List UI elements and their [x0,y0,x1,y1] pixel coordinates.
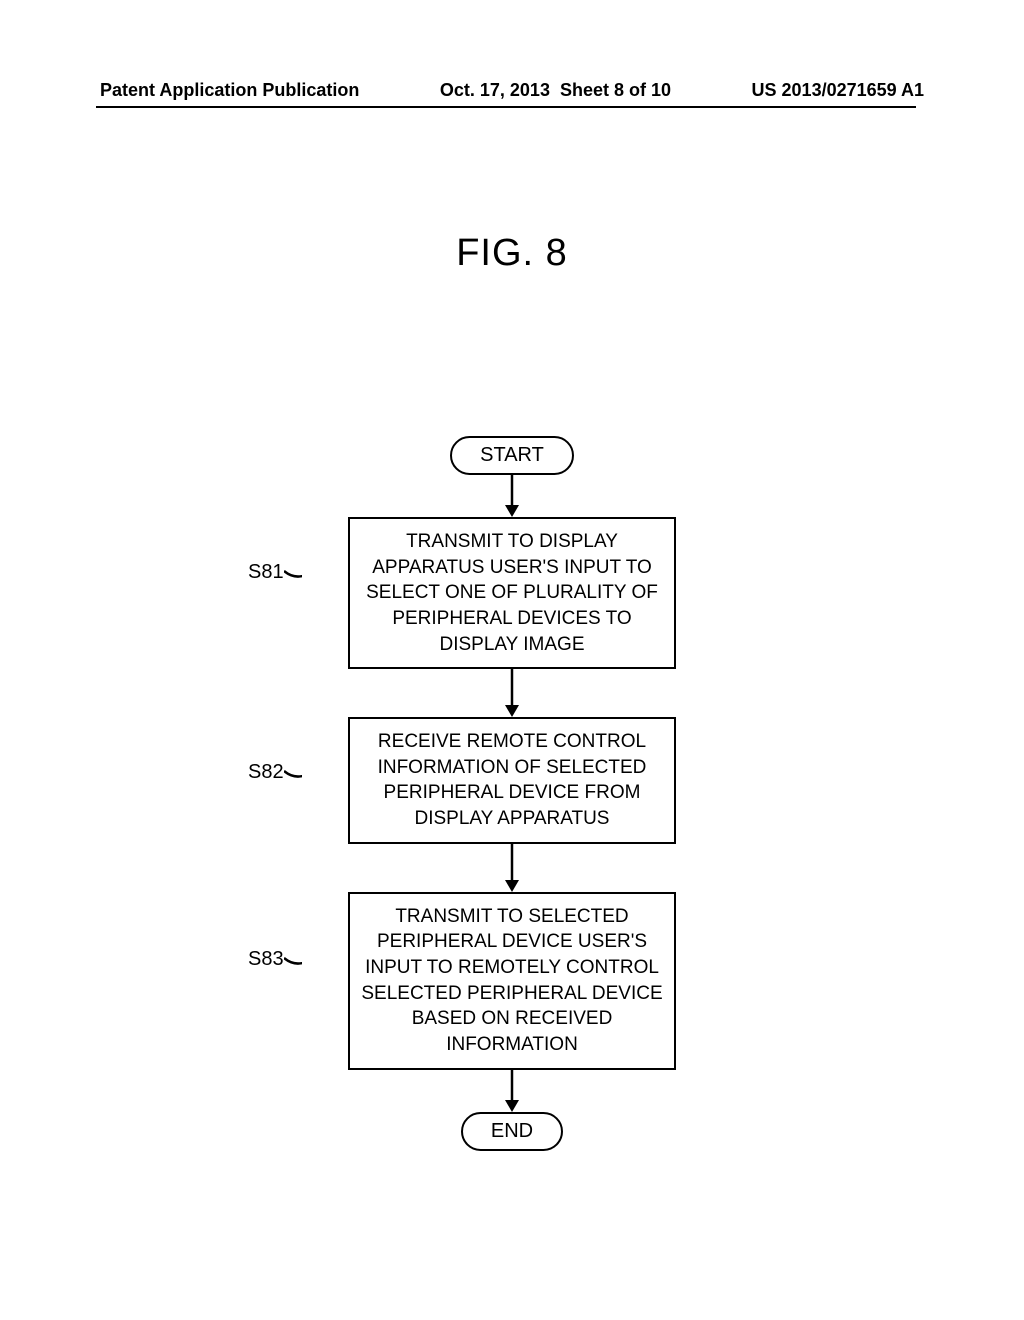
process-s82: RECEIVE REMOTE CONTROL INFORMATION OF SE… [348,717,676,844]
arrow-s81-to-s82 [0,669,1024,717]
process-s81: TRANSMIT TO DISPLAY APPARATUS USER'S INP… [348,517,676,669]
terminal-start: START [450,436,574,475]
terminal-end: END [461,1112,563,1151]
arrow-s83-to-end [0,1070,1024,1112]
arrow-start-to-s81 [0,475,1024,517]
arrow-s82-to-s83 [0,844,1024,892]
step-label-s83: S83 [248,948,284,971]
header-center: Oct. 17, 2013 Sheet 8 of 10 [440,80,671,101]
figure-title: FIG. 8 [0,232,1024,275]
header-rule [96,106,916,108]
flowchart: START S81 TRANSMIT TO DISPLAY APPARATUS … [0,436,1024,1151]
header-publication: Patent Application Publication [100,80,359,101]
step-label-s82: S82 [248,761,284,784]
header-pubnum: US 2013/0271659 A1 [752,80,924,101]
process-s83: TRANSMIT TO SELECTED PERIPHERAL DEVICE U… [348,892,676,1070]
step-label-s81: S81 [248,561,284,584]
page-header: Patent Application Publication Oct. 17, … [0,80,1024,101]
